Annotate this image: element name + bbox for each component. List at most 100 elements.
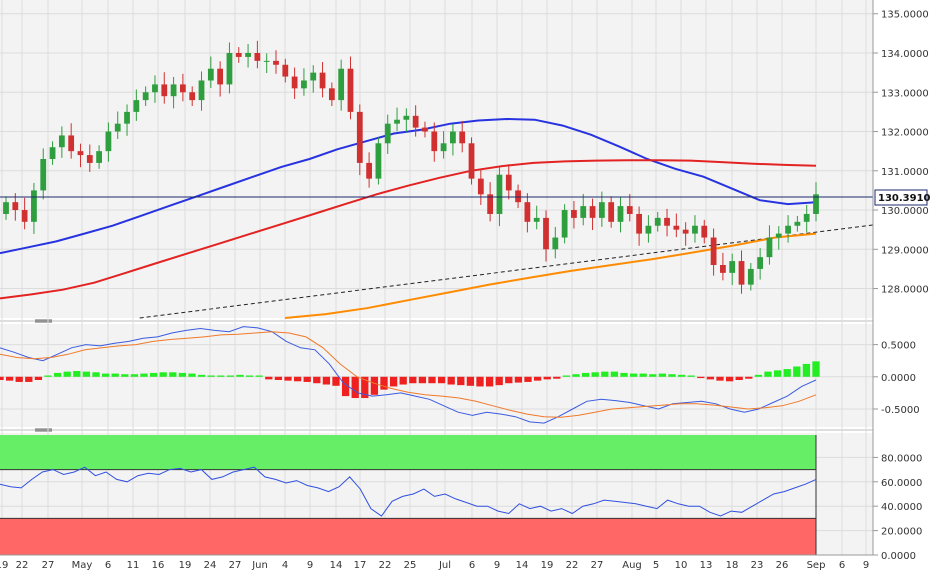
candle-body bbox=[440, 143, 447, 152]
candle-body bbox=[133, 100, 140, 112]
macd-histogram-bar bbox=[610, 371, 619, 377]
macd-histogram-bar bbox=[178, 372, 187, 377]
candle-body bbox=[254, 53, 261, 61]
macd-histogram-bar bbox=[188, 373, 196, 377]
candle bbox=[468, 137, 475, 185]
candle-body bbox=[170, 84, 177, 97]
x-tick-label: 16 bbox=[152, 560, 165, 571]
candle bbox=[384, 114, 391, 154]
x-tick-label: 22 bbox=[379, 560, 392, 571]
macd-histogram-bar bbox=[485, 376, 494, 387]
candle-body bbox=[31, 190, 37, 222]
y-tick-label: 60.0000 bbox=[881, 478, 922, 489]
candle-body bbox=[347, 68, 354, 112]
macd-histogram-bar bbox=[217, 375, 225, 377]
candle bbox=[729, 253, 736, 286]
candle bbox=[608, 196, 615, 228]
candle-body bbox=[747, 268, 754, 285]
candle-body bbox=[180, 84, 186, 93]
candle bbox=[645, 215, 652, 243]
macd-resize-handle[interactable] bbox=[35, 319, 52, 323]
macd-histogram-bar bbox=[169, 372, 177, 377]
candle-body bbox=[310, 72, 317, 81]
macd-histogram-bar bbox=[149, 372, 158, 377]
macd-histogram-bar bbox=[370, 376, 379, 395]
candle bbox=[319, 62, 326, 98]
candle-body bbox=[515, 190, 521, 203]
candle-body bbox=[803, 213, 810, 222]
y-tick-label: 130.0000 bbox=[881, 206, 929, 217]
candle-body bbox=[86, 155, 93, 163]
candle bbox=[422, 121, 428, 138]
candle bbox=[636, 206, 642, 246]
macd-histogram-bar bbox=[505, 376, 513, 384]
y-tick-label: 128.0000 bbox=[881, 285, 929, 296]
candle-body bbox=[263, 60, 270, 62]
candle bbox=[813, 182, 819, 222]
macd-histogram-bar bbox=[236, 374, 244, 377]
candle-body bbox=[729, 261, 736, 273]
candle-body bbox=[589, 206, 596, 218]
candle bbox=[328, 82, 335, 106]
x-tick-label: 6 bbox=[105, 560, 111, 571]
macd-histogram bbox=[0, 361, 820, 399]
candle bbox=[3, 196, 9, 220]
candle bbox=[766, 225, 773, 265]
macd-histogram-bar bbox=[313, 376, 321, 384]
candle-body bbox=[403, 115, 410, 120]
candle bbox=[412, 105, 419, 137]
macd-histogram-bar bbox=[274, 376, 283, 381]
macd-histogram-bar bbox=[495, 376, 503, 386]
candle bbox=[477, 169, 484, 205]
y-tick-label: 0.0000 bbox=[881, 551, 916, 562]
x-tick-label: 17 bbox=[354, 560, 367, 571]
macd-histogram-bar bbox=[111, 373, 119, 377]
macd-histogram-bar bbox=[0, 376, 4, 381]
candle-body bbox=[114, 123, 121, 132]
candle bbox=[226, 42, 233, 94]
x-tick-label: 18 bbox=[726, 560, 739, 571]
candle bbox=[394, 107, 400, 132]
rsi-zones bbox=[0, 435, 817, 555]
x-tick-label: 19 bbox=[0, 560, 8, 571]
candle bbox=[96, 145, 102, 169]
candle-body bbox=[626, 206, 633, 214]
y-tick-label: 0.0000 bbox=[881, 373, 916, 384]
macd-histogram-bar bbox=[533, 376, 542, 381]
candle-body bbox=[21, 210, 28, 222]
x-tick-label: 25 bbox=[404, 560, 417, 571]
candle bbox=[77, 143, 84, 168]
candle bbox=[133, 89, 140, 121]
candle-body bbox=[571, 210, 577, 218]
candle bbox=[785, 215, 791, 243]
candle bbox=[571, 201, 577, 229]
candle-body bbox=[487, 194, 494, 214]
macd-histogram-bar bbox=[524, 376, 532, 382]
candle bbox=[710, 228, 717, 276]
macd-histogram-bar bbox=[466, 376, 475, 386]
candle bbox=[375, 137, 382, 185]
macd-histogram-bar bbox=[793, 366, 801, 377]
candle bbox=[68, 123, 75, 159]
candle-body bbox=[96, 151, 102, 163]
candle bbox=[692, 215, 698, 243]
macd-histogram-bar bbox=[121, 374, 129, 377]
candle-body bbox=[105, 131, 112, 152]
candle-body bbox=[636, 213, 642, 234]
candle-body bbox=[794, 221, 801, 226]
candle-body bbox=[543, 217, 549, 250]
candle-body bbox=[608, 202, 615, 222]
macd-histogram-bar bbox=[293, 376, 302, 382]
candle bbox=[757, 248, 764, 280]
x-tick-label: 23 bbox=[751, 560, 764, 571]
x-tick-label: 27 bbox=[42, 560, 55, 571]
moving-averages bbox=[0, 117, 817, 319]
candle-body bbox=[645, 225, 652, 234]
candle bbox=[701, 219, 708, 244]
macd-histogram-bar bbox=[543, 376, 551, 380]
rsi-resize-handle[interactable] bbox=[35, 428, 52, 432]
candle bbox=[450, 124, 456, 156]
candle-body bbox=[3, 202, 9, 214]
candle bbox=[673, 213, 680, 238]
candle bbox=[515, 184, 521, 209]
